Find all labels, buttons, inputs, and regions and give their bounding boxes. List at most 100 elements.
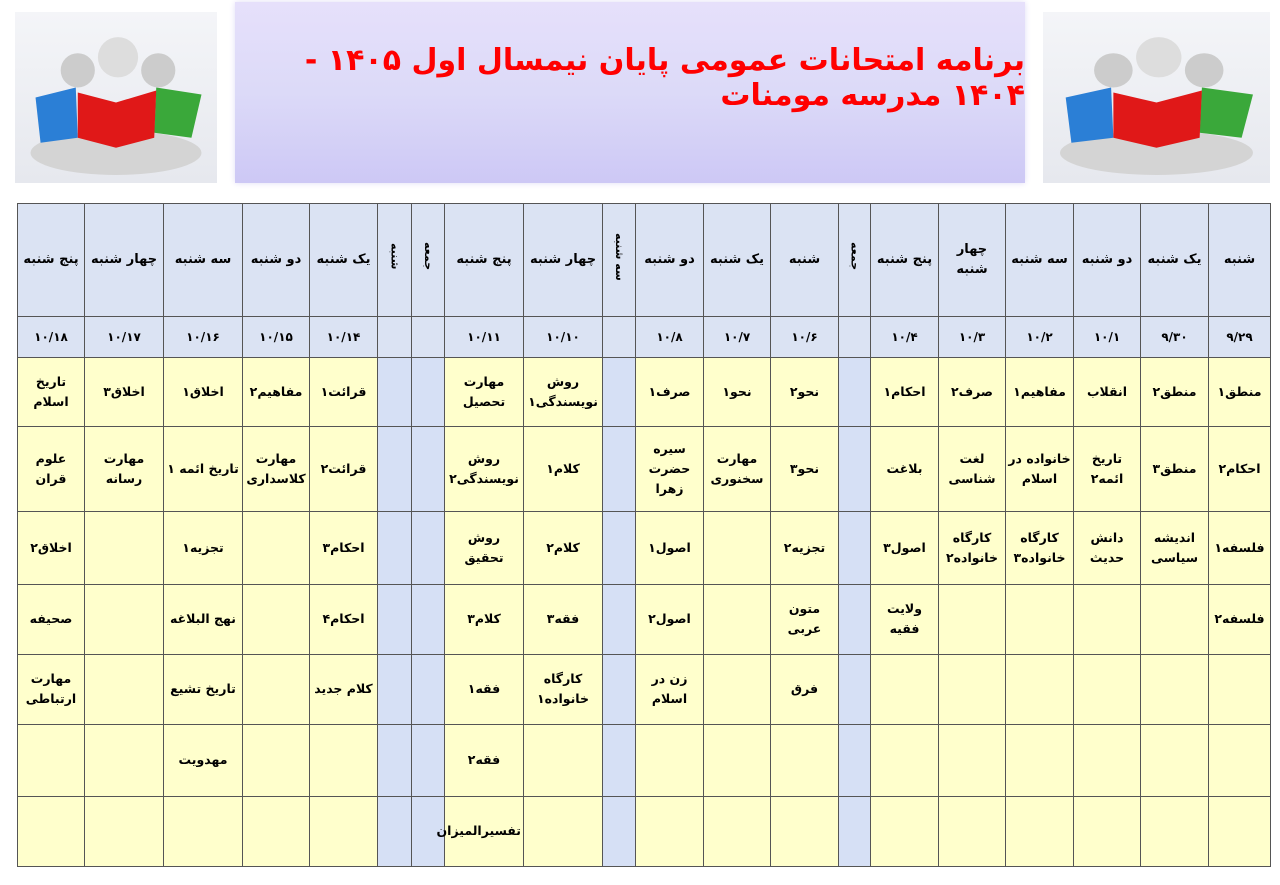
day-name: دو شنبه bbox=[250, 252, 302, 268]
day-header-cell: سه شنبه bbox=[1005, 202, 1074, 318]
exam-cell: نهج البلاغه bbox=[163, 583, 243, 655]
day-header-cell: چهار شنبه bbox=[938, 202, 1006, 318]
exam-cell: تجزیه۲ bbox=[770, 511, 839, 585]
day-name: چهار شنبه bbox=[529, 252, 597, 268]
exam-cell bbox=[770, 795, 839, 868]
reading-figures-icon bbox=[1060, 37, 1253, 175]
exam-cell bbox=[1208, 653, 1271, 725]
exam-cell: صحیفه bbox=[17, 583, 85, 655]
date-cell: ۱۰/۱۵ bbox=[242, 316, 310, 359]
day-header-cell: یک شنبه bbox=[703, 202, 771, 318]
exam-cell bbox=[1208, 795, 1271, 868]
exam-cell bbox=[1208, 723, 1271, 797]
date-cell: ۱۰/۱ bbox=[1073, 316, 1141, 359]
exam-cell bbox=[1140, 653, 1209, 725]
exam-cell bbox=[17, 795, 85, 868]
exam-cell: خانواده در اسلام bbox=[1005, 426, 1074, 513]
table-row: فقه۲ مهدویت bbox=[17, 723, 1271, 797]
exam-cell bbox=[1005, 795, 1074, 868]
exam-cell: احکام۲ bbox=[1208, 426, 1271, 513]
date-cell: ۱۰/۱۷ bbox=[84, 316, 164, 359]
exam-cell bbox=[377, 426, 412, 513]
day-header-cell: یک شنبه bbox=[309, 202, 378, 318]
exam-cell: تاریخ ائمه۲ bbox=[1073, 426, 1141, 513]
date-cell: ۱۰/۳ bbox=[938, 316, 1006, 359]
exam-cell: اخلاق۳ bbox=[84, 357, 164, 428]
exam-cell bbox=[938, 723, 1006, 797]
day-header-cell: دو شنبه bbox=[635, 202, 704, 318]
exam-cell bbox=[838, 357, 871, 428]
exam-cell: منطق۳ bbox=[1140, 426, 1209, 513]
exam-cell bbox=[242, 511, 310, 585]
exam-cell: روش تحقیق bbox=[444, 511, 524, 585]
exam-cell bbox=[377, 583, 412, 655]
exam-cell bbox=[703, 653, 771, 725]
day-name: جمعه bbox=[848, 242, 862, 271]
day-name: شنبه bbox=[1223, 252, 1256, 268]
day-name: دو شنبه bbox=[1081, 252, 1133, 268]
day-header-row: شنبه یک شنبه دو شنبه سه شنبه چهار شنبه پنج شن… bbox=[17, 202, 1271, 318]
day-name: یک شنبه bbox=[710, 252, 764, 268]
exam-cell bbox=[602, 357, 636, 428]
date-cell: ۱۰/۶ bbox=[770, 316, 839, 359]
exam-cell bbox=[377, 723, 412, 797]
exam-cell: صرف۲ bbox=[938, 357, 1006, 428]
exam-cell: نحو۱ bbox=[703, 357, 771, 428]
exam-cell: کلام۲ bbox=[523, 511, 603, 585]
exam-cell bbox=[1073, 653, 1141, 725]
date-cell bbox=[411, 316, 445, 359]
table-row: فلسفه۱ اندیشه سیاسی دانش حدیث کارگاه خانواد… bbox=[17, 511, 1271, 585]
exam-cell: مهارت کلاسداری bbox=[242, 426, 310, 513]
exam-cell: نحو۲ bbox=[770, 357, 839, 428]
day-header-cell: دو شنبه bbox=[242, 202, 310, 318]
table-row: فرق زن در اسلام کارگاه خانواده۱ فقه۱ کلام جد… bbox=[17, 653, 1271, 725]
reading-figures-icon bbox=[30, 37, 202, 175]
day-name: پنج شنبه bbox=[456, 252, 512, 268]
exam-cell: تاریخ اسلام bbox=[17, 357, 85, 428]
exam-cell bbox=[602, 511, 636, 585]
exam-cell bbox=[938, 653, 1006, 725]
exam-cell bbox=[1073, 723, 1141, 797]
day-name: سه شنبه bbox=[1011, 252, 1068, 268]
exam-cell bbox=[163, 795, 243, 868]
exam-cell: دانش حدیث bbox=[1073, 511, 1141, 585]
day-header-cell: پنج شنبه bbox=[444, 202, 524, 318]
day-header-cell: پنج شنبه bbox=[870, 202, 939, 318]
exam-cell: کارگاه خانواده۱ bbox=[523, 653, 603, 725]
exam-cell: تفسیرالمیزان bbox=[437, 795, 524, 868]
exam-cell bbox=[602, 583, 636, 655]
day-name: پنج شنبه bbox=[23, 252, 79, 268]
day-header-cell: یک شنبه bbox=[1140, 202, 1209, 318]
exam-cell: کارگاه خانواده۳ bbox=[1005, 511, 1074, 585]
exam-cell: اخلاق۲ bbox=[17, 511, 85, 585]
exam-cell: لغت شناسی bbox=[938, 426, 1006, 513]
day-name: سه شنبه bbox=[613, 232, 626, 281]
exam-cell bbox=[377, 795, 412, 868]
day-header-cell: شنبه bbox=[770, 202, 839, 318]
exam-cell bbox=[938, 795, 1006, 868]
exam-cell bbox=[411, 357, 445, 428]
exam-cell: منطق۲ bbox=[1140, 357, 1209, 428]
exam-cell bbox=[242, 723, 310, 797]
exam-cell bbox=[411, 511, 445, 585]
exam-cell: ولایت فقیه bbox=[870, 583, 939, 655]
exam-cell bbox=[703, 795, 771, 868]
exam-cell: قرائت۲ bbox=[309, 426, 378, 513]
date-cell: ۱۰/۱۱ bbox=[444, 316, 524, 359]
exam-cell: فقه۱ bbox=[444, 653, 524, 725]
exam-cell: مفاهیم۲ bbox=[242, 357, 310, 428]
exam-cell bbox=[703, 583, 771, 655]
day-name: شنبه bbox=[788, 252, 821, 268]
exam-cell bbox=[703, 511, 771, 585]
exam-cell: زن در اسلام bbox=[635, 653, 704, 725]
exam-cell bbox=[309, 795, 378, 868]
exam-cell bbox=[703, 723, 771, 797]
exam-cell: انقلاب bbox=[1073, 357, 1141, 428]
day-header-cell: جمعه bbox=[411, 202, 445, 318]
title-banner: برنامه امتحانات عمومی پایان نیمسال اول ۱… bbox=[235, 2, 1026, 183]
exam-cell: اصول۲ bbox=[635, 583, 704, 655]
exam-cell: کارگاه خانواده۲ bbox=[938, 511, 1006, 585]
exam-cell: صرف۱ bbox=[635, 357, 704, 428]
day-name: جمعه bbox=[422, 242, 435, 271]
table-row: احکام۲ منطق۳ تاریخ ائمه۲ خانواده در اسلام لغ… bbox=[17, 426, 1271, 513]
